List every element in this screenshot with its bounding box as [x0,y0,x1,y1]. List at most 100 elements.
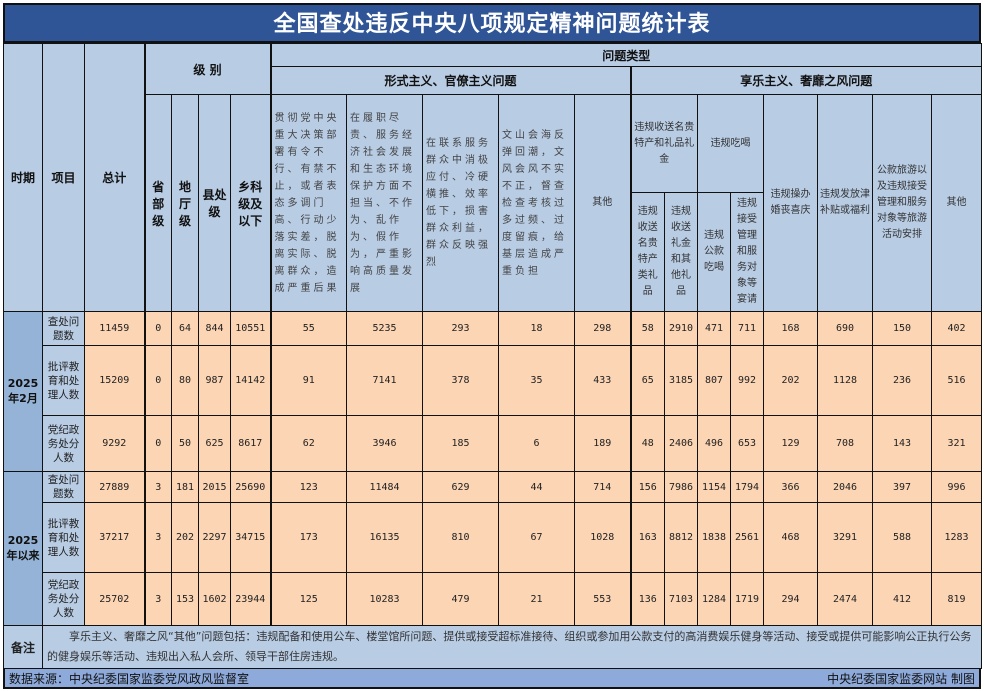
value-cell: 11484 [346,471,423,503]
value-cell: 27889 [84,471,145,503]
header-item: 项目 [42,43,85,312]
value-cell: 2474 [817,572,873,626]
period-cell: 2025年2月 [3,311,43,472]
table-title: 全国查处违反中央八项规定精神问题统计表 [3,3,981,43]
header-gifts-specialty: 违规收送名贵特产类礼品 [629,192,665,312]
header-weddings-funerals: 违规操办婚丧喜庆 [763,94,818,312]
value-cell: 711 [730,311,764,346]
value-cell: 1794 [730,471,764,503]
value-cell: 91 [269,345,347,416]
header-period: 时期 [3,43,43,312]
value-cell: 202 [171,502,199,573]
value-cell: 714 [574,471,631,503]
header-total: 总计 [84,43,145,312]
header-travel: 公款旅游以及违规接受管理和服务对象等旅游活动安排 [872,94,932,312]
value-cell: 23944 [230,572,271,626]
value-cell: 412 [872,572,932,626]
value-cell: 129 [763,415,818,472]
value-cell: 25690 [230,471,271,503]
header-dining-banquets: 违规接受管理和服务对象等宴请 [730,192,764,312]
value-cell: 553 [574,572,631,626]
value-cell: 588 [872,502,932,573]
table-row: 2025年2月 查处问题数 11459 0 64 844 10551 55 5235 293 18 2… [3,311,983,472]
value-cell: 2406 [664,415,698,472]
value-cell: 150 [872,311,932,346]
value-cell: 123 [269,471,347,503]
table-row: 2025年以来 查处问题数 27889 3 181 2015 25690 123 11484 62… [3,471,983,626]
value-cell: 2046 [817,471,873,503]
value-cell: 366 [763,471,818,503]
value-cell: 143 [872,415,932,472]
value-cell: 2297 [198,502,231,573]
value-cell: 810 [422,502,499,573]
value-cell: 44 [498,471,575,503]
header-level-county: 县处级 [198,94,231,312]
value-cell: 16135 [346,502,423,573]
header-level-provincial: 省部级 [143,94,172,312]
value-cell: 471 [697,311,731,346]
value-cell: 397 [872,471,932,503]
value-cell: 298 [574,311,631,346]
value-cell: 181 [171,471,199,503]
header-level-township: 乡科级及以下 [230,94,271,312]
value-cell: 653 [730,415,764,472]
header-hedonism-other: 其他 [930,94,983,312]
value-cell: 294 [763,572,818,626]
value-cell: 21 [498,572,575,626]
value-cell: 6 [498,415,575,472]
value-cell: 8812 [664,502,698,573]
header-dining-public: 违规公款吃喝 [697,192,731,312]
value-cell: 9292 [84,415,145,472]
value-cell: 3 [143,471,172,503]
header-dining: 违规吃喝 [697,94,764,193]
value-cell: 236 [872,345,932,416]
item-cell: 查处问题数 [42,311,85,346]
header-hedonism: 享乐主义、奢靡之风问题 [629,66,983,95]
item-cell: 党纪政务处分人数 [42,415,85,472]
value-cell: 1128 [817,345,873,416]
value-cell: 136 [629,572,665,626]
footer-bar: 数据来源：中央纪委国家监委党风政风监督室 中央纪委国家监委网站 制图 [3,669,981,689]
value-cell: 10283 [346,572,423,626]
value-cell: 1283 [930,502,983,573]
value-cell: 996 [930,471,983,503]
value-cell: 1154 [697,471,731,503]
value-cell: 992 [730,345,764,416]
credit: 中央纪委国家监委网站 制图 [827,671,975,686]
notes-text: 享乐主义、奢靡之风“其他”问题包括：违规配备和使用公车、楼堂馆所问题、提供或接受… [41,625,983,669]
value-cell: 7986 [664,471,698,503]
value-cell: 5235 [346,311,423,346]
value-cell: 468 [763,502,818,573]
value-cell: 1719 [730,572,764,626]
header-subsidies: 违规发放津补贴或福利 [817,94,873,312]
value-cell: 185 [422,415,499,472]
header-formalism-other: 其他 [574,94,631,312]
value-cell: 2561 [730,502,764,573]
value-cell: 168 [763,311,818,346]
value-cell: 58 [629,311,665,346]
value-cell: 7141 [346,345,423,416]
value-cell: 18 [498,311,575,346]
value-cell: 708 [817,415,873,472]
value-cell: 1602 [198,572,231,626]
statistics-table-container: 全国查处违反中央八项规定精神问题统计表 时期 项目 总计 级 别 问题类型 形式… [3,3,983,689]
value-cell: 3185 [664,345,698,416]
value-cell: 0 [143,345,172,416]
value-cell: 625 [198,415,231,472]
value-cell: 62 [269,415,347,472]
value-cell: 433 [574,345,631,416]
value-cell: 3291 [817,502,873,573]
value-cell: 819 [930,572,983,626]
table-body: 2025年2月 查处问题数 11459 0 64 844 10551 55 5235 293 18 2… [3,311,983,626]
value-cell: 1028 [574,502,631,573]
value-cell: 35 [498,345,575,416]
value-cell: 15209 [84,345,145,416]
value-cell: 67 [498,502,575,573]
header-formalism-col-1: 贯彻党中央重大决策部署有令不行、有禁不止，或者表态多调门高、行动少落实差，脱离实… [269,94,347,312]
value-cell: 34715 [230,502,271,573]
value-cell: 987 [198,345,231,416]
value-cell: 125 [269,572,347,626]
value-cell: 0 [143,311,172,346]
value-cell: 3 [143,502,172,573]
period-cell: 2025年以来 [3,471,43,626]
